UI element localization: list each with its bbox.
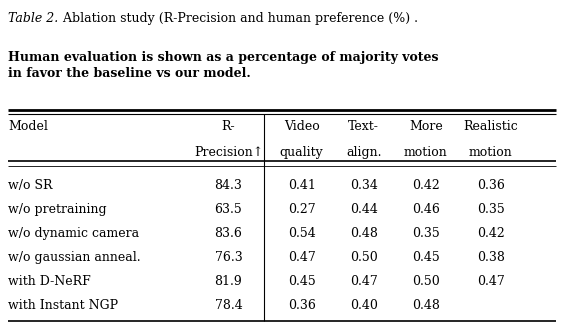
- Text: 0.50: 0.50: [350, 251, 378, 265]
- Text: Model: Model: [8, 120, 49, 133]
- Text: Text-: Text-: [349, 120, 379, 133]
- Text: 0.35: 0.35: [477, 203, 505, 216]
- Text: 0.38: 0.38: [477, 251, 505, 265]
- Text: Ablation study (R-Precision and human preference (%) .: Ablation study (R-Precision and human pr…: [59, 12, 418, 25]
- Text: 0.47: 0.47: [350, 275, 378, 289]
- Text: 0.50: 0.50: [412, 275, 440, 289]
- Text: R-: R-: [222, 120, 235, 133]
- Text: with D-NeRF: with D-NeRF: [8, 275, 91, 289]
- Text: 0.54: 0.54: [288, 227, 316, 240]
- Text: 0.36: 0.36: [477, 179, 505, 192]
- Text: 0.41: 0.41: [288, 179, 316, 192]
- Text: 0.45: 0.45: [288, 275, 316, 289]
- Text: 0.34: 0.34: [350, 179, 378, 192]
- Text: align.: align.: [346, 146, 381, 160]
- Text: 84.3: 84.3: [214, 179, 243, 192]
- Text: 0.42: 0.42: [412, 179, 440, 192]
- Text: 0.46: 0.46: [412, 203, 440, 216]
- Text: quality: quality: [280, 146, 324, 160]
- Text: with Instant NGP: with Instant NGP: [8, 299, 118, 313]
- Text: w/o SR: w/o SR: [8, 179, 53, 192]
- Text: 63.5: 63.5: [214, 203, 243, 216]
- Text: 83.6: 83.6: [214, 227, 243, 240]
- Text: 0.27: 0.27: [288, 203, 315, 216]
- Text: 76.3: 76.3: [214, 251, 243, 265]
- Text: 78.4: 78.4: [214, 299, 243, 313]
- Text: Precision↑: Precision↑: [194, 146, 263, 160]
- Text: w/o dynamic camera: w/o dynamic camera: [8, 227, 139, 240]
- Text: w/o gaussian anneal.: w/o gaussian anneal.: [8, 251, 141, 265]
- Text: 0.35: 0.35: [412, 227, 440, 240]
- Text: 0.48: 0.48: [412, 299, 440, 313]
- Text: motion: motion: [469, 146, 513, 160]
- Text: Video: Video: [284, 120, 320, 133]
- Text: motion: motion: [404, 146, 448, 160]
- Text: 0.48: 0.48: [350, 227, 378, 240]
- Text: w/o pretraining: w/o pretraining: [8, 203, 107, 216]
- Text: 0.40: 0.40: [350, 299, 378, 313]
- Text: 81.9: 81.9: [214, 275, 243, 289]
- Text: 0.44: 0.44: [350, 203, 378, 216]
- Text: 0.47: 0.47: [477, 275, 505, 289]
- Text: Table 2.: Table 2.: [8, 12, 59, 25]
- Text: 0.42: 0.42: [477, 227, 505, 240]
- Text: Human evaluation is shown as a percentage of majority votes
in favor the baselin: Human evaluation is shown as a percentag…: [8, 51, 439, 81]
- Text: Realistic: Realistic: [463, 120, 518, 133]
- Text: 0.45: 0.45: [412, 251, 440, 265]
- Text: More: More: [409, 120, 443, 133]
- Text: 0.47: 0.47: [288, 251, 316, 265]
- Text: 0.36: 0.36: [288, 299, 316, 313]
